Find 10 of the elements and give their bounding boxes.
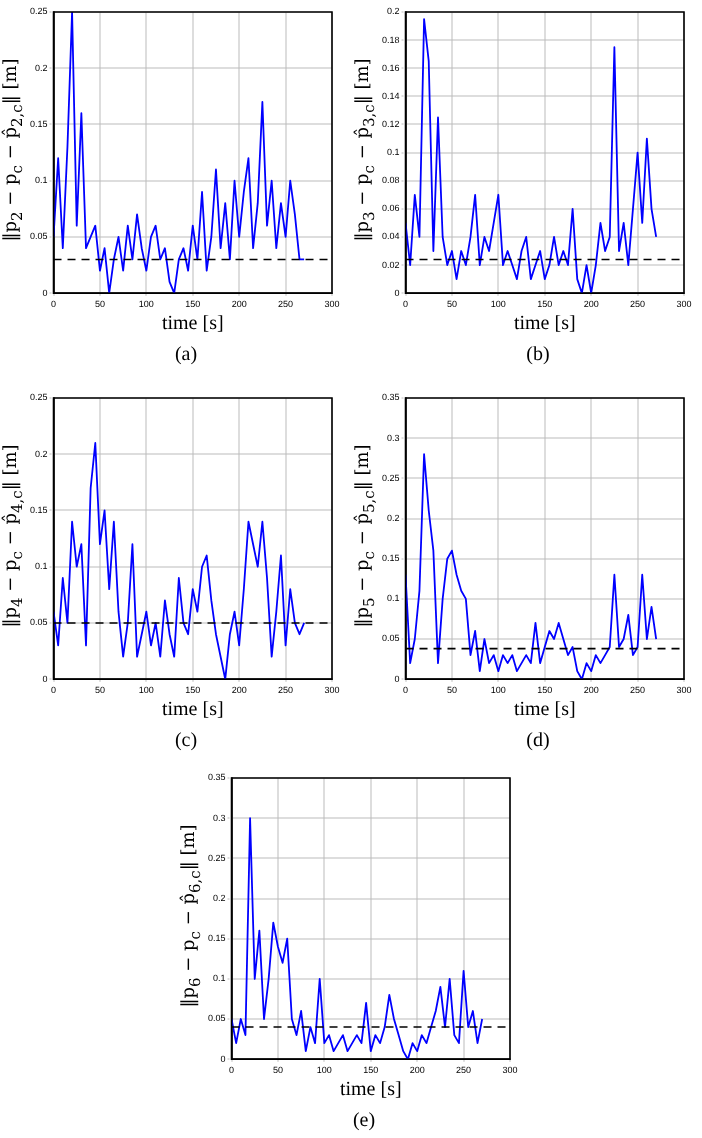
text: (e) [350,1110,378,1132]
text: (d) [524,730,552,752]
x-axis-title: time [s] [339,1079,402,1102]
text: (a) [172,344,200,366]
x-axis-title: time [s] [513,313,576,336]
x-axis-title: time [s] [513,699,576,722]
x-axis-title: time [s] [161,313,224,336]
x-axis-title: time [s] [161,699,224,722]
text: (b) [524,344,552,366]
text: (c) [172,730,200,752]
